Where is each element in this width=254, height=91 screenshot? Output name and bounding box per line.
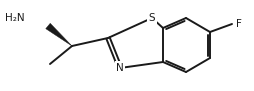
- Text: S: S: [148, 13, 155, 23]
- Text: H₂N: H₂N: [5, 13, 25, 23]
- Text: F: F: [235, 19, 241, 29]
- Polygon shape: [45, 23, 72, 46]
- Text: N: N: [116, 63, 123, 73]
